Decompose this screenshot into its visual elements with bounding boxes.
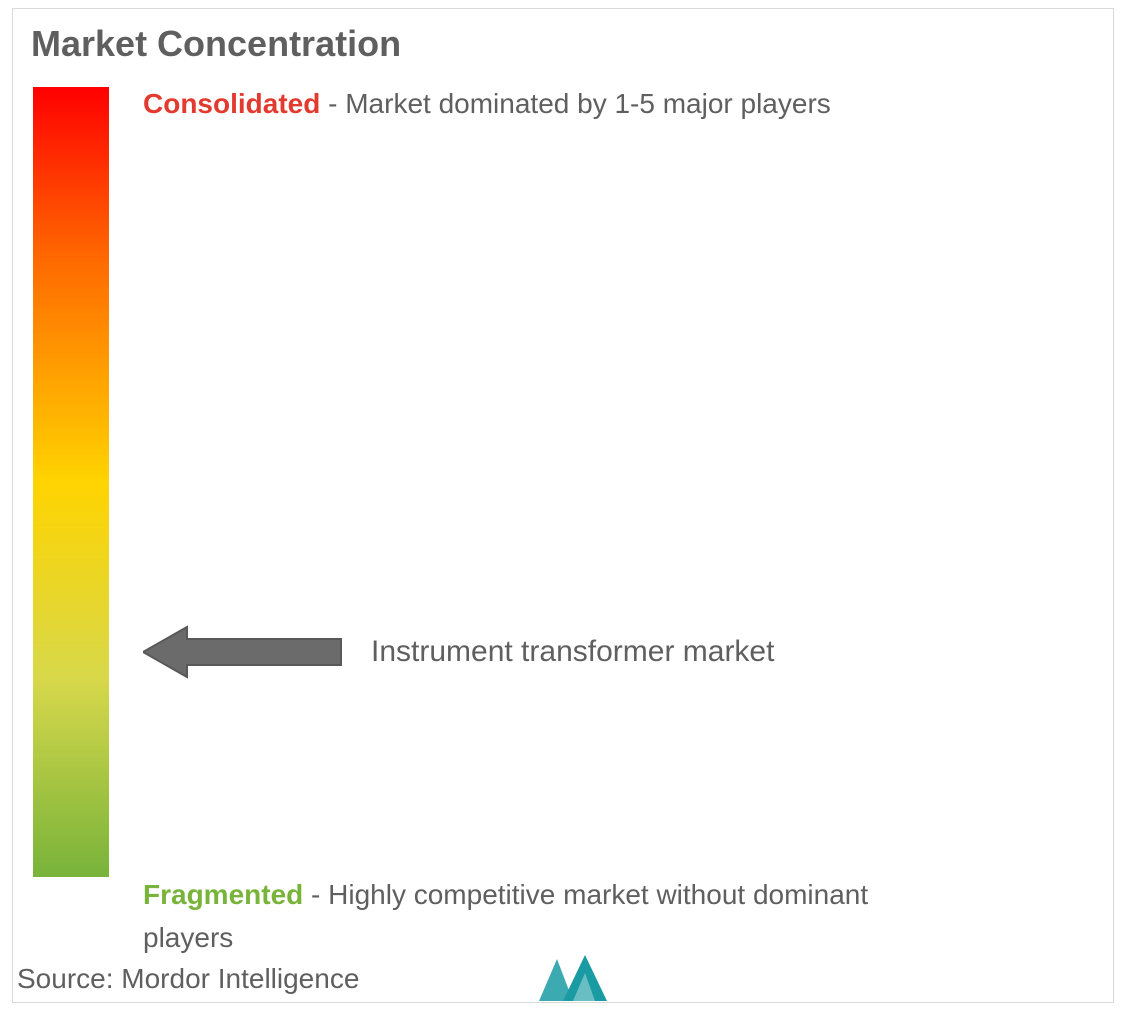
- marker-row: Instrument transformer market: [143, 625, 1083, 679]
- source-text: Source: Mordor Intelligence: [17, 963, 359, 995]
- concentration-gradient-bar: [33, 87, 109, 877]
- infographic-card: Market Concentration Consolidated - Mark…: [12, 8, 1114, 1003]
- mordor-logo-icon: [537, 953, 609, 1003]
- consolidated-desc: - Market dominated by 1-5 major players: [328, 88, 831, 119]
- marker-arrow-icon: [143, 625, 343, 679]
- consolidated-row: Consolidated - Market dominated by 1-5 m…: [143, 85, 1083, 123]
- fragmented-row: Fragmented - Highly competitive market w…: [143, 873, 923, 960]
- infographic-title: Market Concentration: [31, 23, 401, 65]
- consolidated-label: Consolidated: [143, 88, 320, 119]
- marker-label: Instrument transformer market: [371, 635, 774, 669]
- fragmented-label: Fragmented: [143, 879, 303, 910]
